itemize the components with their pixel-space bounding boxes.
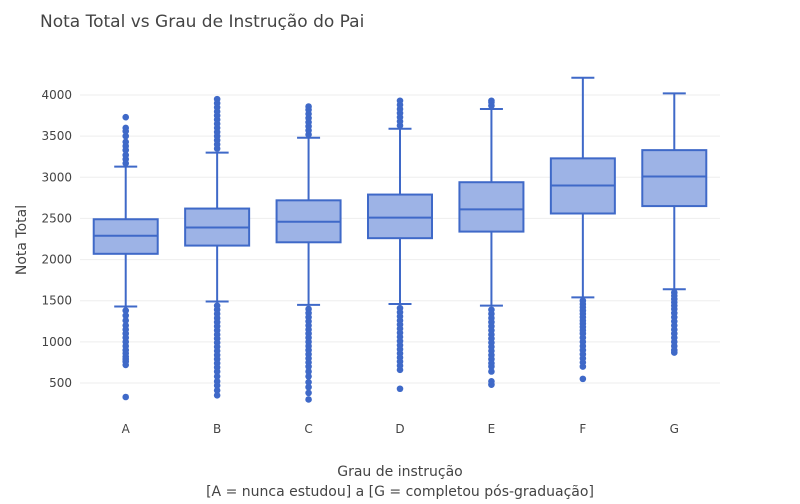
outlier-point (122, 312, 130, 319)
outlier-point (396, 385, 404, 393)
box-iqr (641, 149, 708, 208)
outlier-point (305, 373, 312, 380)
outlier-point (122, 393, 130, 401)
x-tick-label: E (488, 422, 496, 436)
x-tick-label: B (213, 422, 221, 436)
y-tick-label: 500 (49, 376, 72, 390)
y-tick-label: 1000 (41, 335, 72, 349)
y-tick-label: 2500 (41, 211, 72, 225)
outlier-point (305, 389, 312, 397)
outlier-point (305, 383, 312, 391)
outlier-point (122, 317, 130, 324)
chart-title: Nota Total vs Grau de Instrução do Pai (40, 12, 365, 32)
outlier-point (122, 113, 130, 121)
x-axis-sublabel: [A = nunca estudou] a [G = completou pós… (206, 484, 594, 500)
outlier-point (213, 368, 221, 375)
outlier-point (488, 368, 495, 375)
outlier-point (579, 375, 587, 383)
y-tick-label: 3500 (41, 129, 72, 143)
x-axis-label: Grau de instrução (337, 464, 462, 480)
box-iqr (367, 193, 433, 240)
x-tick-label: F (579, 422, 586, 436)
x-tick-label: D (395, 422, 404, 436)
y-tick-label: 1500 (41, 294, 72, 308)
outlier-point (396, 366, 404, 374)
y-tick-label: 4000 (41, 88, 72, 102)
outlier-point (488, 363, 495, 370)
outlier-point (122, 307, 130, 314)
outlier-point (488, 97, 495, 105)
outlier-point (305, 378, 312, 386)
outlier-point (305, 368, 312, 375)
outlier-point (670, 349, 678, 356)
outlier-point (122, 132, 130, 140)
outlier-point (305, 103, 312, 110)
outlier-point (579, 363, 587, 370)
outlier-point (213, 392, 221, 399)
y-tick-label: 2000 (41, 253, 72, 267)
x-tick-label: C (304, 422, 312, 436)
outlier-point (122, 138, 130, 146)
x-tick-label: G (670, 422, 679, 436)
outlier-point (122, 361, 130, 369)
outlier-point (213, 95, 221, 103)
outlier-point (213, 373, 221, 380)
outlier-point (122, 124, 130, 132)
box-iqr (458, 181, 525, 233)
y-tick-label: 3000 (41, 170, 72, 184)
outlier-point (305, 396, 312, 403)
outlier-point (213, 382, 221, 389)
outlier-point (213, 387, 221, 394)
outlier-point (396, 97, 404, 105)
outlier-point (122, 151, 130, 159)
outlier-point (305, 363, 312, 370)
y-axis-label: Nota Total (14, 205, 30, 275)
x-tick-label: A (122, 422, 131, 436)
outlier-point (488, 381, 495, 388)
